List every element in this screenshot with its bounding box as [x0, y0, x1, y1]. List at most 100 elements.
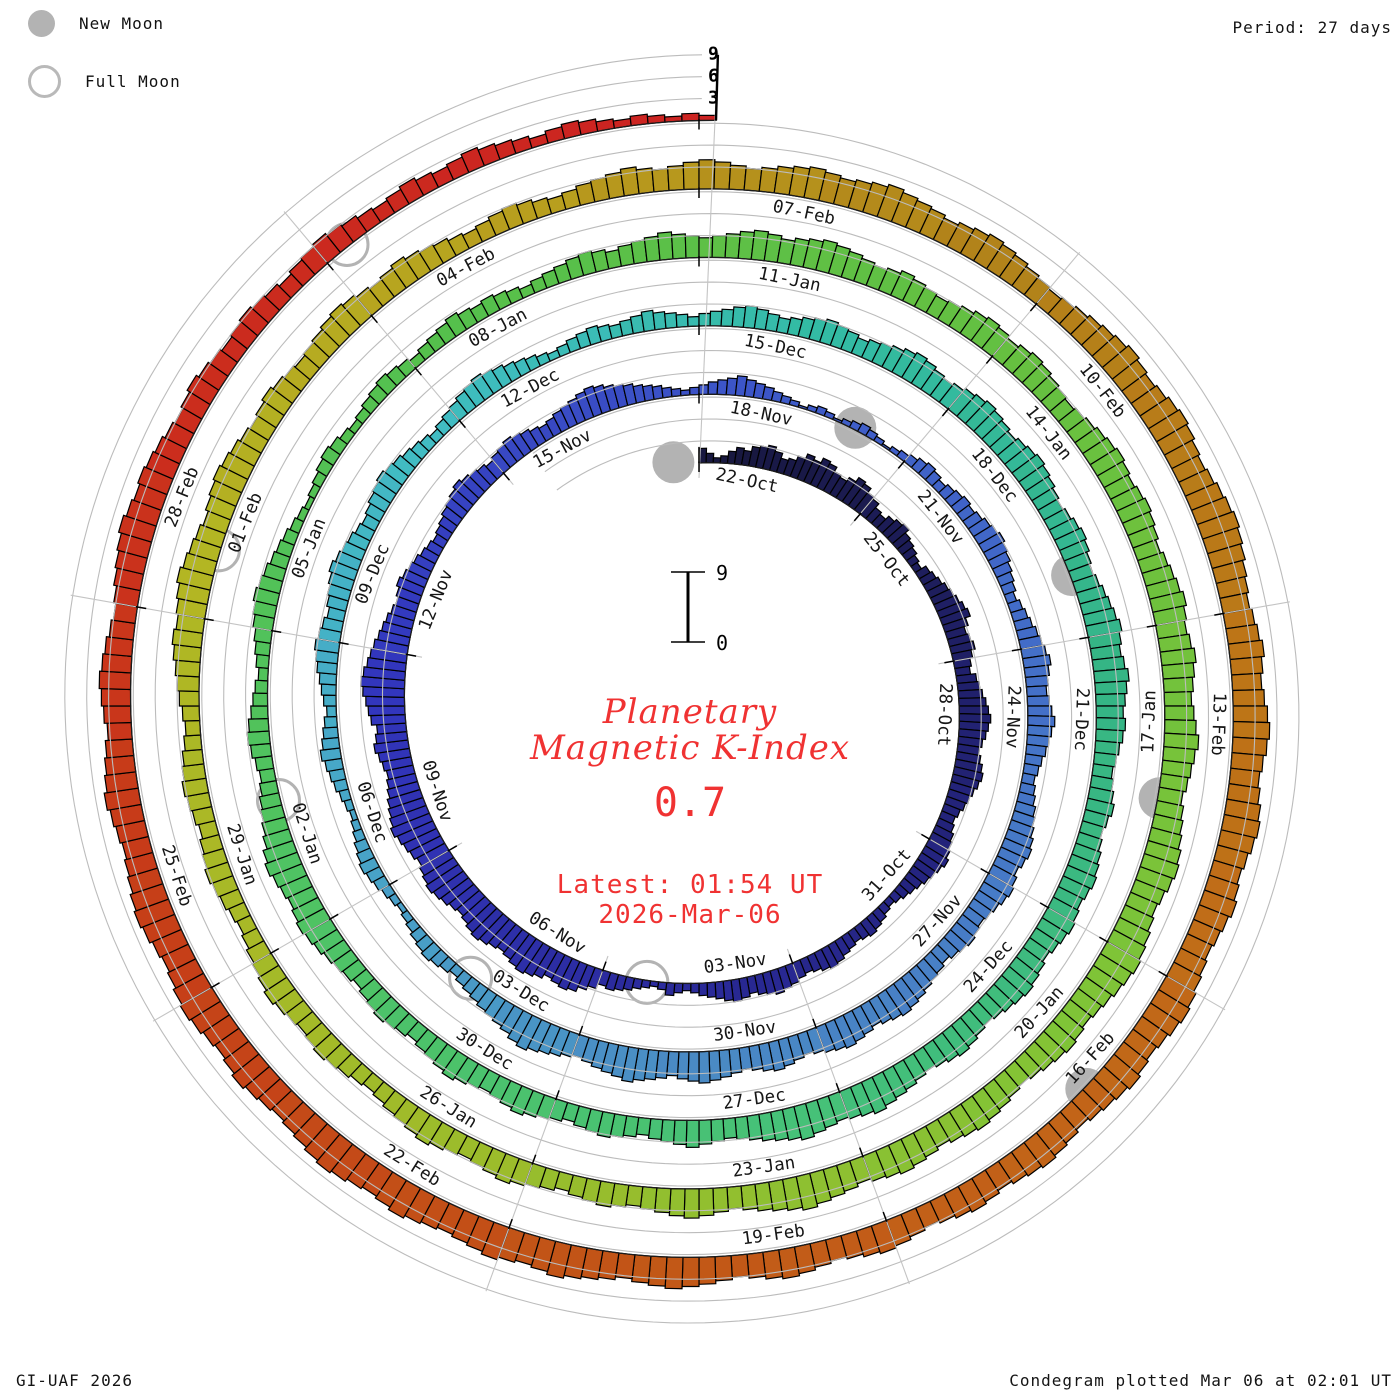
- baseline-spiral: [130, 119, 1234, 1258]
- k-bar: [675, 313, 689, 328]
- date-tick: [1158, 970, 1169, 978]
- k-bar: [708, 1049, 722, 1082]
- k-bar: [710, 1118, 725, 1143]
- k-bar: [322, 726, 340, 740]
- k-bar: [712, 1186, 730, 1213]
- k-bar: [1231, 688, 1266, 707]
- k-bar: [698, 312, 712, 327]
- date-label: 19-Feb: [741, 1221, 806, 1250]
- k-bar: [683, 1188, 700, 1219]
- k-bar: [104, 738, 135, 759]
- k-bar: [726, 1185, 744, 1210]
- date-tick: [1079, 636, 1090, 640]
- k-bar: [698, 1050, 711, 1084]
- k-bar: [101, 653, 133, 674]
- date-tick: [338, 641, 349, 645]
- k-bar: [184, 719, 202, 737]
- radial-axis-label-9: 9: [708, 44, 719, 65]
- date-tick: [812, 1018, 818, 1029]
- plotted-timestamp: Condegram plotted Mar 06 at 02:01 UT: [1009, 1371, 1392, 1390]
- full-moon-legend-row: Full Moon: [28, 64, 181, 98]
- date-tick: [944, 660, 955, 664]
- period-label: Period: 27 days: [1232, 18, 1392, 37]
- k-bar: [685, 1119, 700, 1149]
- date-tick: [388, 879, 398, 886]
- k-bar: [698, 982, 709, 997]
- k-bar: [255, 653, 270, 669]
- chart-title-line2: Magnetic K-Index: [529, 728, 851, 768]
- date-tick: [203, 617, 214, 622]
- k-bar: [181, 705, 201, 722]
- radial-axis-labels: 369: [708, 44, 719, 109]
- k-bar: [1094, 692, 1126, 707]
- date-tick: [405, 653, 417, 657]
- k-bar: [664, 312, 678, 330]
- date-label: 23-Jan: [731, 1153, 796, 1182]
- date-tick: [210, 982, 220, 989]
- k-bar: [246, 730, 271, 747]
- date-label: 13-Feb: [1207, 692, 1229, 756]
- latest-readout: Latest: 01:54 UT 2026-Mar-06: [340, 870, 1040, 930]
- date-label: 27-Dec: [722, 1085, 787, 1114]
- k-bar: [690, 982, 700, 994]
- k-bar: [684, 234, 700, 259]
- date-tick: [941, 407, 950, 417]
- k-bar: [705, 452, 715, 464]
- date-tick: [326, 261, 334, 271]
- date-tick: [921, 833, 931, 841]
- radial-line: [698, 52, 719, 479]
- date-tick: [269, 947, 280, 955]
- k-index-bars: [98, 112, 1271, 1290]
- k-bar: [672, 1119, 688, 1146]
- radial-line: [849, 251, 1081, 526]
- scale-key-min: 0: [716, 631, 728, 655]
- date-tick: [447, 845, 458, 852]
- k-bar: [722, 1117, 738, 1140]
- radial-line: [283, 211, 514, 486]
- k-bar: [1162, 676, 1194, 694]
- date-tick: [531, 1154, 537, 1165]
- k-bar: [178, 690, 200, 707]
- date-label: 21-Dec: [1070, 687, 1092, 751]
- k-bar: [706, 981, 717, 999]
- k-bar: [698, 1256, 717, 1285]
- date-tick: [788, 954, 794, 965]
- date-tick: [858, 1147, 865, 1158]
- moon-legend: New Moon Full Moon: [28, 6, 181, 122]
- gridline-k3: [108, 98, 1256, 1280]
- k-bar: [250, 705, 269, 720]
- k-bar: [654, 1187, 672, 1214]
- radial-axis-label-6: 6: [708, 65, 719, 86]
- k-bar: [670, 233, 687, 260]
- radial-line: [915, 830, 1226, 1011]
- k-bar: [651, 167, 670, 193]
- k-bar: [1161, 662, 1196, 680]
- chart-title-line1: Planetary: [602, 692, 778, 732]
- date-tick: [1029, 302, 1038, 312]
- k-bar: [247, 717, 270, 733]
- k-bar: [1163, 718, 1197, 736]
- full-moon-icon: [28, 64, 61, 98]
- k-bar: [720, 308, 735, 328]
- k-bar: [698, 1187, 715, 1217]
- date-tick: [1146, 624, 1158, 628]
- k-bar: [103, 754, 137, 776]
- date-tick: [980, 868, 991, 875]
- k-bar: [687, 315, 700, 328]
- k-bar: [730, 1253, 750, 1279]
- radial-line: [786, 948, 910, 1285]
- k-bar: [1163, 691, 1193, 707]
- date-tick: [370, 314, 378, 324]
- k-bar: [681, 982, 692, 992]
- radial-line: [152, 842, 463, 1022]
- date-label: 24-Nov: [1001, 685, 1023, 749]
- k-bar: [181, 748, 205, 767]
- k-bar: [668, 1187, 686, 1217]
- new-moon-label: New Moon: [79, 13, 165, 33]
- date-tick: [507, 1218, 513, 1230]
- k-bar: [1229, 656, 1264, 676]
- latest-date: 2026-Mar-06: [598, 900, 782, 930]
- k-bar: [174, 659, 201, 678]
